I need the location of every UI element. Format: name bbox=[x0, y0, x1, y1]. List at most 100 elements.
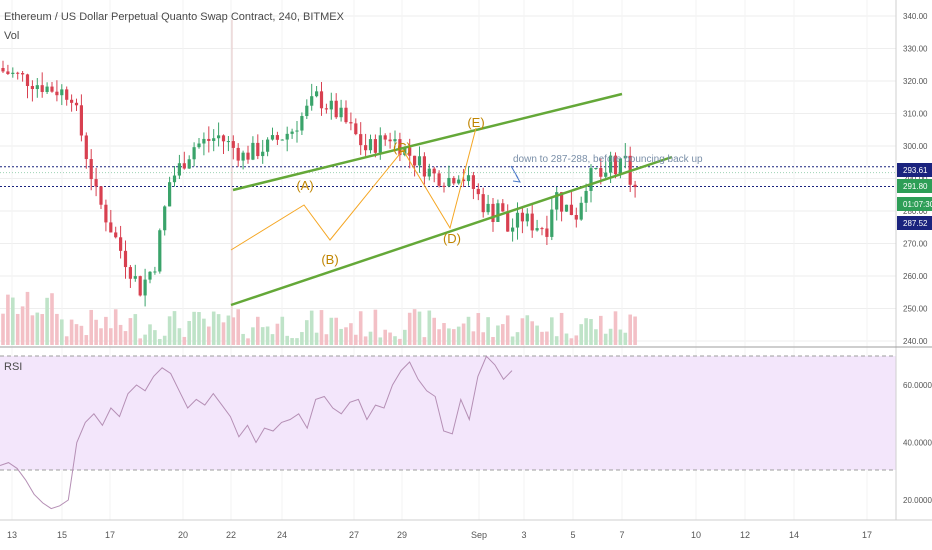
candle-body bbox=[128, 267, 132, 279]
candle-body bbox=[599, 168, 603, 177]
volume-bar bbox=[25, 291, 30, 345]
volume-bar bbox=[167, 316, 172, 345]
volume-bar bbox=[344, 327, 348, 345]
volume-bar bbox=[334, 317, 338, 345]
volume-bar bbox=[11, 297, 15, 345]
candle-body bbox=[231, 141, 235, 148]
volume-bar bbox=[403, 329, 407, 345]
candle-body bbox=[79, 105, 83, 136]
volume-bar bbox=[594, 329, 598, 345]
candle-body bbox=[6, 71, 10, 74]
volume-bar bbox=[412, 309, 417, 345]
volume-bar bbox=[192, 311, 196, 345]
candle-body bbox=[177, 163, 181, 176]
volume-bar bbox=[275, 323, 280, 345]
price-tick-label: 240.00 bbox=[903, 337, 928, 346]
candle-body bbox=[50, 86, 54, 92]
candle-body bbox=[364, 145, 368, 151]
volume-bar bbox=[60, 319, 64, 345]
volume-bar bbox=[437, 329, 441, 345]
volume-bar bbox=[525, 315, 530, 345]
volume-bar bbox=[15, 313, 20, 345]
candle-body bbox=[393, 139, 397, 142]
candle-body bbox=[163, 206, 167, 231]
volume-bar bbox=[45, 297, 49, 345]
price-badge-label: 287.52 bbox=[903, 219, 928, 228]
rsi-tick-label: 40.0000 bbox=[903, 439, 932, 448]
candle-body bbox=[133, 276, 137, 279]
price-badges: 293.61 291.80 01:07:30 287.52 bbox=[897, 163, 932, 230]
price-tick-label: 320.00 bbox=[903, 77, 928, 86]
volume-bar bbox=[300, 332, 304, 345]
volume-bar bbox=[241, 333, 245, 345]
volume-bar bbox=[569, 338, 574, 345]
candle-body bbox=[123, 250, 128, 268]
volume-bar bbox=[251, 327, 255, 345]
volume-bar bbox=[520, 318, 525, 345]
volume-bar bbox=[202, 318, 206, 345]
volume-bar bbox=[481, 332, 485, 345]
analysis-annotation: down to 287-288, before bouncing back up bbox=[513, 154, 703, 165]
volume-bar bbox=[246, 338, 250, 345]
volume-bar bbox=[427, 310, 432, 345]
volume-bar bbox=[447, 328, 451, 345]
candle-body bbox=[520, 212, 524, 222]
volume-bar bbox=[236, 309, 240, 345]
candle-body bbox=[564, 204, 569, 212]
volume-bar bbox=[309, 310, 314, 345]
candle-body bbox=[506, 211, 510, 232]
volume-bar bbox=[182, 336, 187, 345]
candle-body bbox=[481, 194, 485, 213]
wave-label: (D) bbox=[443, 231, 461, 246]
volume-bar bbox=[305, 320, 309, 345]
volume-bar bbox=[339, 328, 343, 345]
volume-bar bbox=[290, 338, 294, 345]
volume-bar bbox=[133, 314, 138, 345]
time-tick-label: 5 bbox=[570, 530, 575, 540]
volume-bar bbox=[211, 311, 216, 345]
volume-bar bbox=[6, 294, 10, 345]
candle-body bbox=[261, 151, 265, 157]
price-tick-label: 340.00 bbox=[903, 12, 928, 21]
price-badge-label: 01:07:30 bbox=[903, 200, 932, 209]
candle-body bbox=[148, 271, 152, 280]
volume-bar bbox=[540, 331, 544, 345]
volume-bar bbox=[510, 336, 515, 345]
volume-bar bbox=[550, 317, 554, 345]
volume-bar bbox=[383, 329, 387, 345]
wave-label: (A) bbox=[296, 178, 313, 193]
volume-bar bbox=[589, 319, 593, 345]
volume-bar bbox=[417, 311, 422, 345]
candle-body bbox=[30, 86, 34, 90]
candle-body bbox=[295, 130, 299, 132]
candle-body bbox=[354, 123, 358, 135]
time-tick-label: 27 bbox=[349, 530, 359, 540]
volume-bar bbox=[599, 315, 603, 345]
volume-bar bbox=[329, 317, 334, 345]
time-tick-label: 7 bbox=[619, 530, 624, 540]
volume-bar bbox=[35, 312, 40, 345]
candle-body bbox=[540, 228, 544, 230]
elliott-waves: (A) (B) (C) (D) (E) bbox=[230, 115, 521, 267]
volume-bar bbox=[324, 334, 329, 345]
candle-body bbox=[462, 179, 466, 182]
chart-title: Ethereum / US Dollar Perpetual Quanto Sw… bbox=[4, 11, 344, 23]
volume-bar bbox=[358, 311, 363, 345]
rsi-label: RSI bbox=[4, 361, 23, 373]
candle-body bbox=[427, 168, 431, 177]
candle-body bbox=[511, 227, 515, 232]
candle-body bbox=[94, 179, 98, 187]
volume-bar bbox=[442, 323, 446, 345]
price-badge bbox=[897, 179, 932, 193]
candle-body bbox=[408, 147, 412, 156]
candle-body bbox=[535, 228, 539, 231]
volume-bar bbox=[270, 334, 275, 345]
volume-bar bbox=[471, 331, 476, 345]
candle-body bbox=[65, 89, 69, 100]
candle-body bbox=[109, 222, 113, 233]
volume-bar bbox=[158, 338, 162, 345]
volume-bar bbox=[393, 336, 397, 345]
candle-body bbox=[153, 271, 157, 273]
candle-body bbox=[403, 147, 407, 156]
